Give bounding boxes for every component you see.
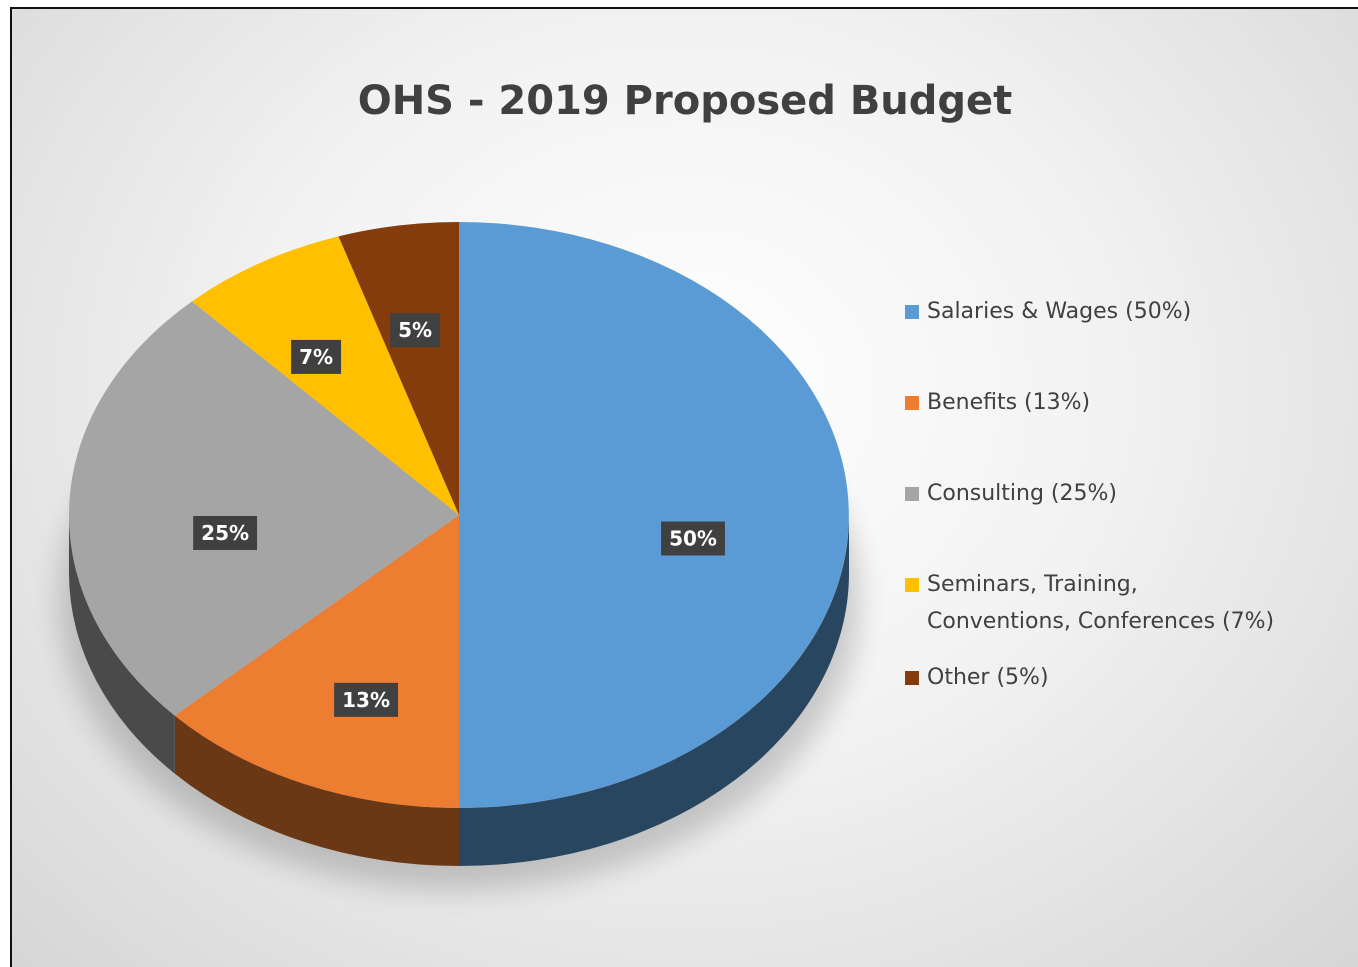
slice: [192, 236, 460, 515]
data-label: 5%: [398, 318, 432, 342]
legend-label: Consulting (25%): [927, 481, 1117, 506]
legend-swatch: [905, 487, 919, 501]
slice-side: [69, 515, 175, 774]
legend-item: Salaries & Wages (50%): [905, 293, 1302, 330]
data-label-box: [661, 521, 725, 556]
legend-item: Benefits (13%): [905, 384, 1302, 421]
legend-item: Seminars, Training, Conventions, Confere…: [905, 566, 1302, 640]
legend-item: Consulting (25%): [905, 475, 1302, 512]
slice-top: [69, 301, 460, 716]
data-label: 13%: [342, 688, 390, 712]
data-label: 50%: [669, 527, 717, 551]
slice-top: [338, 222, 459, 515]
slice-side: [459, 515, 849, 866]
data-label: 25%: [201, 521, 249, 545]
legend-label: Salaries & Wages (50%): [927, 299, 1192, 324]
data-label-box: [193, 515, 258, 550]
slice: [338, 222, 459, 515]
legend-swatch: [905, 671, 919, 685]
data-label-box: [291, 339, 342, 374]
legend-label: Benefits (13%): [927, 390, 1091, 415]
slice: [459, 222, 849, 866]
slice-side: [174, 715, 459, 866]
data-label-box: [334, 682, 399, 717]
chart-title: OHS - 2019 Proposed Budget: [358, 78, 1013, 124]
slice-top: [192, 236, 460, 515]
legend-label: Other (5%): [927, 665, 1049, 690]
slice: [69, 301, 460, 774]
pie: 50% 13% 25% 7% 5%: [69, 222, 849, 866]
slice-top: [459, 222, 849, 808]
data-label: 7%: [299, 345, 333, 369]
legend-swatch: [905, 578, 919, 592]
legend-label: Seminars, Training, Conventions, Confere…: [927, 572, 1275, 634]
legend-swatch: [905, 396, 919, 410]
slice-top: [174, 515, 459, 808]
data-label-box: [390, 313, 441, 348]
slice: [174, 515, 459, 866]
legend-swatch: [905, 305, 919, 319]
legend-item: Other (5%): [905, 659, 1302, 696]
